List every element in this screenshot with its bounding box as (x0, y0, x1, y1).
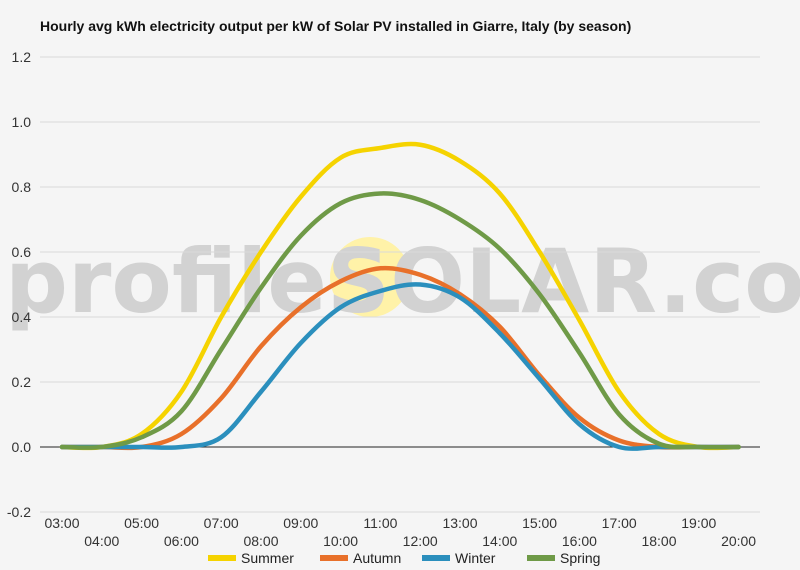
legend-label-winter: Winter (455, 550, 496, 566)
x-tick-label: 13:00 (442, 515, 477, 531)
y-tick-label: 0.4 (12, 309, 32, 325)
y-tick-label: 0.2 (12, 374, 32, 390)
watermark-sun-icon (330, 237, 410, 317)
x-tick-label: 10:00 (323, 533, 358, 549)
legend-swatch-summer (208, 555, 236, 561)
legend-label-summer: Summer (241, 550, 294, 566)
y-tick-label: -0.2 (7, 504, 31, 520)
x-tick-label: 05:00 (124, 515, 159, 531)
series-line-summer (59, 141, 741, 451)
legend: Summer Autumn Winter Spring (208, 550, 600, 566)
legend-swatch-winter (422, 555, 450, 561)
x-tick-label: 09:00 (283, 515, 318, 531)
y-tick-label: 0.8 (12, 179, 32, 195)
x-tick-label: 20:00 (721, 533, 756, 549)
x-tick-label: 12:00 (403, 533, 438, 549)
legend-label-spring: Spring (560, 550, 600, 566)
series-line-autumn (59, 265, 741, 451)
x-tick-label: 11:00 (363, 515, 397, 531)
y-tick-label: 0.6 (12, 244, 32, 260)
x-tick-label: 16:00 (562, 533, 597, 549)
y-tick-label: 1.2 (12, 49, 32, 65)
legend-swatch-autumn (320, 555, 348, 561)
x-tick-label: 14:00 (482, 533, 517, 549)
chart-title: Hourly avg kWh electricity output per kW… (40, 18, 632, 34)
series-lines (59, 141, 741, 451)
x-tick-label: 04:00 (84, 533, 119, 549)
x-tick-label: 03:00 (44, 515, 79, 531)
x-tick-label: 19:00 (681, 515, 716, 531)
legend-label-autumn: Autumn (353, 550, 401, 566)
legend-swatch-spring (527, 555, 555, 561)
watermark: profileSOLAR.com (5, 230, 800, 333)
y-tick-label: 0.0 (12, 439, 32, 455)
watermark-text: profileSOLAR.com (5, 230, 800, 333)
series-line-spring (59, 191, 741, 450)
y-tick-label: 1.0 (12, 114, 32, 130)
x-tick-label: 18:00 (641, 533, 676, 549)
x-tick-label: 17:00 (602, 515, 637, 531)
x-tick-label: 06:00 (164, 533, 199, 549)
x-tick-label: 15:00 (522, 515, 557, 531)
series-line-winter (59, 282, 741, 451)
y-axis-ticks: 1.2 1.0 0.8 0.6 0.4 0.2 0.0 -0.2 (7, 49, 31, 520)
x-tick-label: 08:00 (243, 533, 278, 549)
x-tick-label: 07:00 (204, 515, 239, 531)
